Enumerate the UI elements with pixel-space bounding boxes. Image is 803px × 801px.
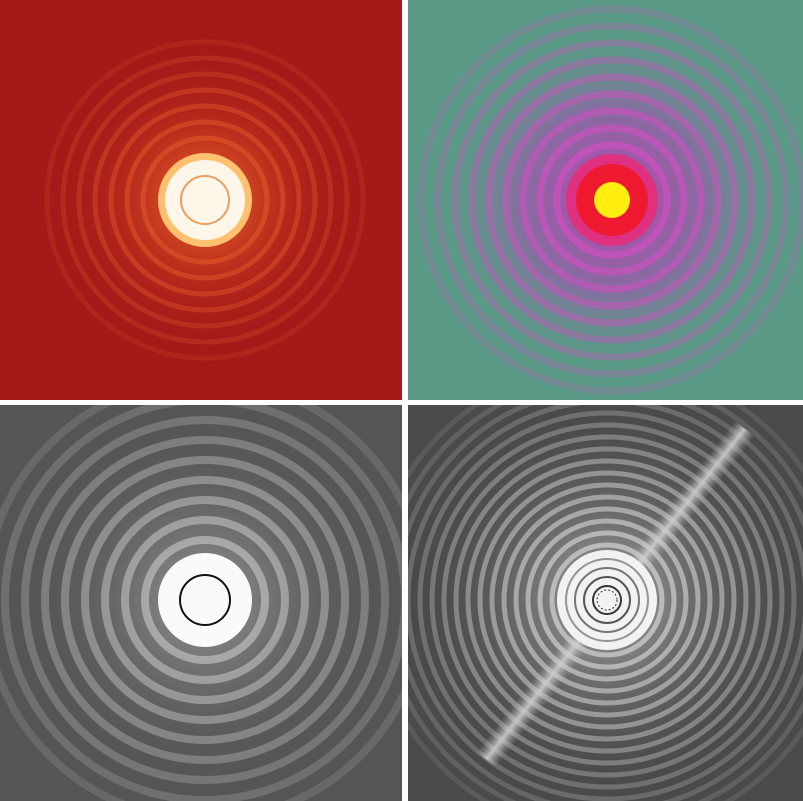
ring bbox=[441, 434, 773, 766]
ring bbox=[468, 56, 756, 344]
ring bbox=[513, 506, 701, 694]
core bbox=[165, 160, 245, 240]
ring bbox=[141, 536, 269, 664]
ring bbox=[140, 135, 270, 265]
ring bbox=[101, 496, 309, 704]
ring bbox=[565, 558, 649, 642]
panel-gray-fine bbox=[408, 405, 803, 801]
core bbox=[158, 553, 252, 647]
panel-red bbox=[0, 0, 402, 400]
ring bbox=[553, 141, 671, 259]
ring bbox=[417, 5, 803, 395]
ring bbox=[60, 55, 350, 345]
ring bbox=[489, 482, 725, 718]
core bbox=[557, 550, 657, 650]
ring bbox=[549, 542, 665, 658]
ring bbox=[525, 518, 689, 682]
panel-color bbox=[408, 0, 803, 400]
ring bbox=[501, 494, 713, 706]
ring bbox=[417, 410, 797, 790]
ring bbox=[21, 416, 389, 784]
ring bbox=[465, 458, 749, 742]
ring bbox=[108, 103, 302, 297]
ring bbox=[574, 567, 640, 633]
ring bbox=[451, 39, 773, 361]
inner-ring bbox=[180, 175, 230, 225]
ring bbox=[536, 124, 688, 276]
ring bbox=[124, 119, 286, 281]
ring bbox=[41, 436, 369, 764]
ring bbox=[485, 73, 739, 327]
ring bbox=[453, 446, 761, 754]
ring bbox=[434, 22, 790, 378]
ring bbox=[1, 405, 402, 801]
ring bbox=[502, 90, 722, 310]
ring bbox=[583, 576, 631, 624]
ring bbox=[519, 107, 705, 293]
ring bbox=[429, 422, 785, 778]
inner-ring bbox=[179, 574, 231, 626]
panel-gray bbox=[0, 405, 402, 801]
ring bbox=[61, 456, 349, 744]
ring bbox=[537, 530, 677, 670]
ring bbox=[81, 476, 329, 724]
ring bbox=[408, 405, 803, 801]
ring bbox=[44, 39, 366, 361]
center-yellow bbox=[594, 182, 630, 218]
ring bbox=[121, 516, 289, 684]
dashed-ring bbox=[596, 589, 618, 611]
ring bbox=[92, 87, 318, 313]
ring bbox=[76, 71, 334, 329]
ring bbox=[477, 470, 737, 730]
ring bbox=[592, 585, 622, 615]
